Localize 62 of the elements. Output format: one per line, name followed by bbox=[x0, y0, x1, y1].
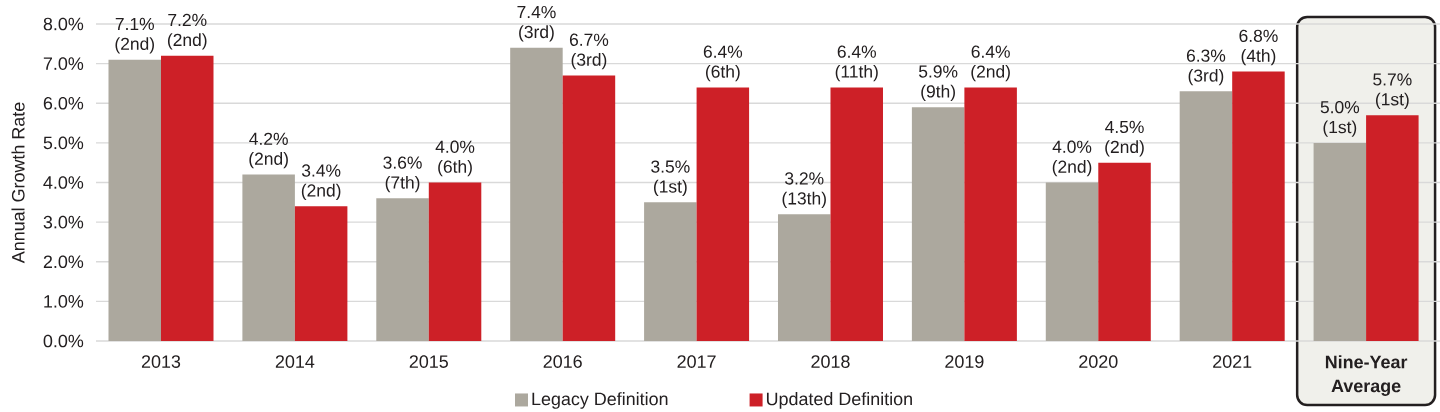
y-tick-label: 2.0% bbox=[43, 255, 84, 269]
data-label: 6.3% (3rd) bbox=[1186, 49, 1226, 86]
data-label: 3.6% (7th) bbox=[383, 156, 422, 193]
x-tick-label: 2016 bbox=[543, 355, 582, 368]
legend-label: Legacy Definition bbox=[532, 392, 668, 409]
legend-label: Updated Definition bbox=[766, 392, 912, 409]
data-label: 7.1% (2nd) bbox=[115, 17, 154, 54]
bar bbox=[428, 182, 482, 341]
data-label: 6.4% (11th) bbox=[835, 45, 878, 82]
data-label: 4.5% (2nd) bbox=[1105, 120, 1144, 157]
bar bbox=[510, 47, 563, 341]
bar bbox=[242, 174, 295, 341]
y-tick-label: 8.0% bbox=[43, 17, 84, 31]
y-tick-label: 3.0% bbox=[43, 215, 84, 229]
data-label: 4.0% (6th) bbox=[435, 140, 475, 177]
y-tick-label: 0.0% bbox=[43, 334, 84, 348]
bar bbox=[1313, 142, 1367, 341]
y-axis-title: Annual Growth Rate bbox=[11, 102, 25, 264]
y-tick-label: 5.0% bbox=[43, 136, 84, 150]
bar bbox=[1045, 182, 1099, 341]
data-label: 3.4% (2nd) bbox=[301, 164, 341, 201]
x-tick-label: 2019 bbox=[945, 355, 984, 368]
x-tick-label: 2014 bbox=[275, 355, 315, 368]
data-label: 3.5% (1st) bbox=[651, 160, 690, 197]
data-label: 4.2% (2nd) bbox=[249, 132, 288, 169]
y-tick-label: 6.0% bbox=[43, 96, 84, 110]
x-tick-label: 2021 bbox=[1213, 355, 1252, 368]
data-label: 6.4% (6th) bbox=[703, 45, 743, 82]
bar bbox=[1366, 115, 1419, 341]
bar bbox=[294, 206, 348, 341]
bar bbox=[964, 87, 1017, 341]
bar bbox=[777, 214, 831, 341]
y-tick-label: 4.0% bbox=[43, 176, 84, 189]
y-tick-label: 7.0% bbox=[43, 57, 84, 70]
bar bbox=[830, 87, 883, 341]
x-tick-label: 2017 bbox=[677, 355, 716, 368]
y-tick-label: 1.0% bbox=[44, 295, 84, 308]
bar bbox=[1179, 91, 1233, 341]
bar bbox=[562, 75, 616, 341]
data-label: 3.2% (13th) bbox=[782, 172, 826, 208]
bar bbox=[911, 107, 965, 341]
bar bbox=[696, 87, 750, 341]
data-label: 7.4% (3rd) bbox=[517, 5, 556, 42]
bar bbox=[376, 198, 429, 341]
x-tick-label: 2020 bbox=[1079, 355, 1118, 368]
data-label: 7.2% (2nd) bbox=[167, 13, 207, 50]
data-label: 6.7% (3rd) bbox=[569, 33, 609, 70]
x-tick-label: 2015 bbox=[409, 355, 448, 368]
data-label: 5.0% (1st) bbox=[1320, 100, 1360, 137]
data-label: 5.7% (1st) bbox=[1373, 73, 1412, 109]
bar bbox=[108, 59, 161, 341]
bar bbox=[1232, 71, 1285, 341]
data-label: 4.0% (2nd) bbox=[1052, 140, 1092, 177]
bar bbox=[644, 202, 697, 341]
data-label: 5.9% (9th) bbox=[918, 65, 958, 102]
x-tick-label: Nine-Year Average bbox=[1325, 355, 1408, 396]
x-tick-label: 2018 bbox=[811, 355, 850, 368]
bar bbox=[1098, 162, 1151, 341]
data-label: 6.4% (2nd) bbox=[971, 45, 1010, 82]
x-tick-label: 2013 bbox=[141, 355, 181, 368]
data-label: 6.8% (4th) bbox=[1239, 29, 1278, 66]
bar bbox=[160, 55, 214, 341]
